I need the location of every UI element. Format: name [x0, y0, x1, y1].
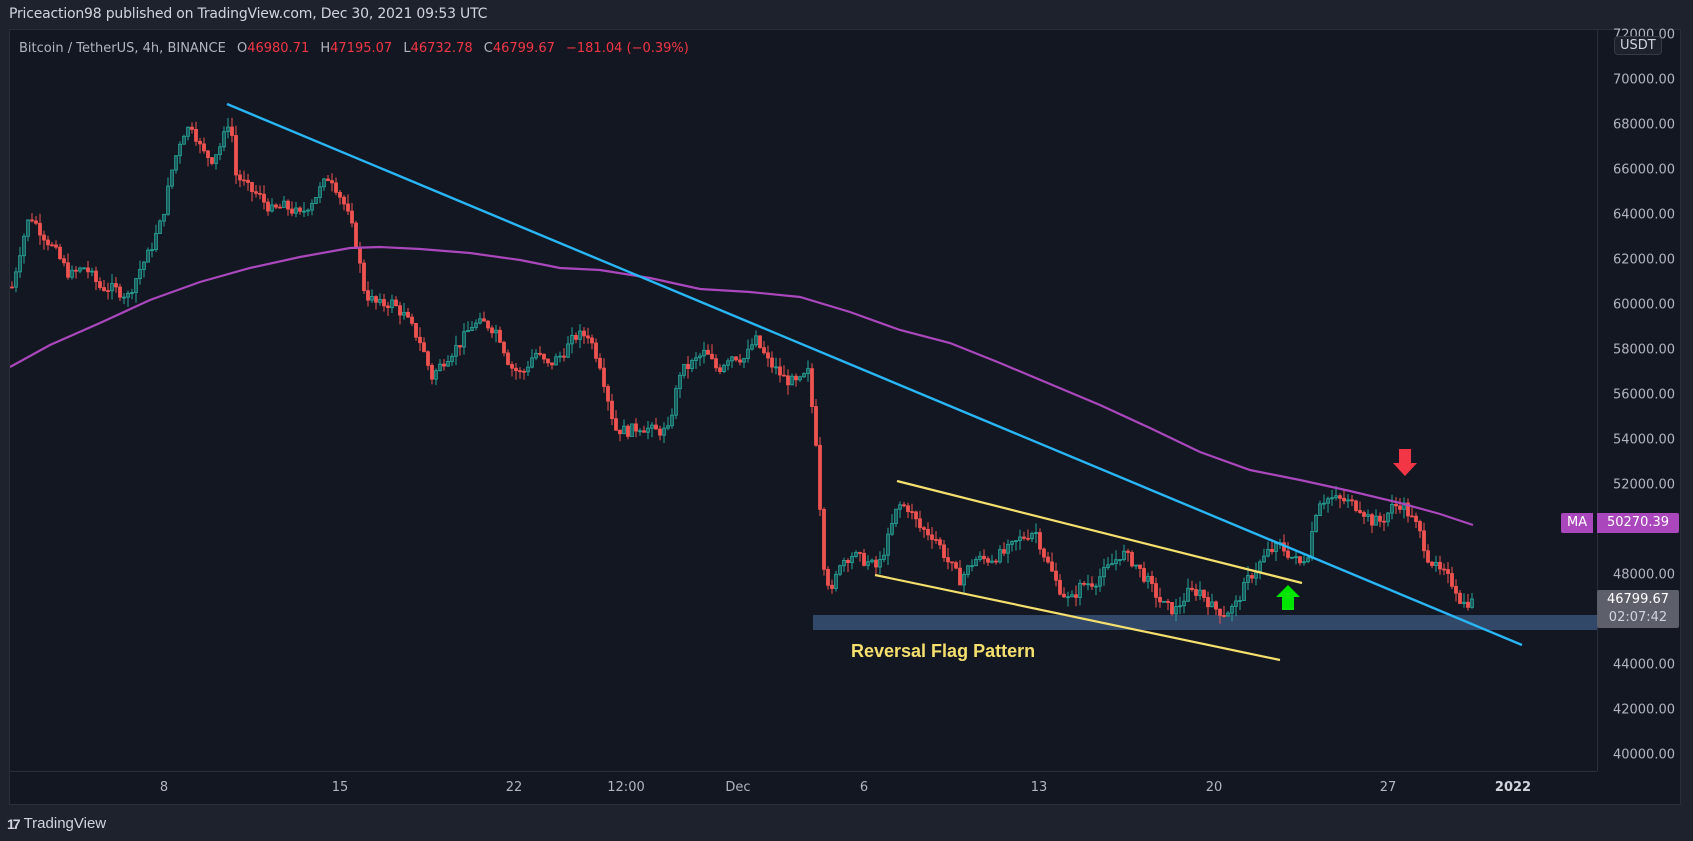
publisher-line: Priceaction98 published on TradingView.c… — [9, 6, 488, 22]
tradingview-brand[interactable]: 17 TradingView — [7, 815, 106, 832]
low-label: L — [403, 41, 411, 56]
chart-pane[interactable] — [9, 29, 1681, 805]
descending-trendline[interactable] — [226, 102, 1523, 647]
flag-pattern-label: Reversal Flag Pattern — [851, 641, 1036, 661]
support-zone — [813, 615, 1597, 630]
open-label: O — [236, 41, 248, 56]
price-tick: 62000.00 — [1612, 252, 1675, 268]
time-tick: 13 — [1030, 780, 1048, 795]
time-tick: 22 — [505, 780, 523, 795]
time-tick: 6 — [859, 780, 869, 795]
low-value: 46732.78 — [410, 41, 473, 56]
time-axis[interactable]: 8 15 22 12:00 Dec 6 13 20 27 2022 — [9, 771, 1597, 806]
ma-label: MA — [1561, 513, 1594, 533]
price-tick: 42000.00 — [1612, 702, 1675, 718]
close-label: C — [483, 41, 493, 56]
price-tick: 48000.00 — [1612, 567, 1675, 583]
arrow-up-icon — [1276, 585, 1300, 610]
brand-name: TradingView — [23, 815, 107, 832]
change-value: −181.04 (−0.39%) — [566, 41, 689, 56]
high-value: 47195.07 — [330, 41, 393, 56]
time-tick: Dec — [725, 780, 751, 795]
open-value: 46980.71 — [247, 41, 310, 56]
price-tick: 58000.00 — [1612, 342, 1675, 358]
ma-value-tag: 50270.39 — [1597, 513, 1679, 533]
arrow-down-icon — [1393, 449, 1417, 476]
price-tick: 68000.00 — [1612, 117, 1675, 133]
price-axis[interactable]: 72000.00 70000.00 68000.00 66000.00 64000.00… — [1597, 28, 1682, 771]
price-tick: 60000.00 — [1612, 297, 1675, 313]
time-tick: 8 — [159, 780, 169, 795]
price-tick: 70000.00 — [1612, 72, 1675, 88]
last-price-tag: 46799.67 02:07:42 — [1597, 590, 1679, 628]
price-tick: 56000.00 — [1612, 387, 1675, 403]
candlestick-series — [10, 117, 1474, 624]
time-tick: 27 — [1379, 780, 1397, 795]
price-tick: 64000.00 — [1612, 207, 1675, 223]
price-tick: 52000.00 — [1612, 477, 1675, 493]
price-tick: 40000.00 — [1612, 747, 1675, 763]
last-price: 46799.67 — [1606, 592, 1670, 607]
time-tick: 12:00 — [607, 780, 645, 795]
currency-button[interactable]: USDT — [1614, 36, 1662, 55]
price-tick: 54000.00 — [1612, 432, 1675, 448]
flag-upper-line[interactable] — [896, 479, 1303, 585]
price-tick: 44000.00 — [1612, 657, 1675, 673]
time-tick: 20 — [1205, 780, 1223, 795]
symbol-name: Bitcoin / TetherUS, 4h, BINANCE — [19, 41, 226, 56]
time-tick: 2022 — [1494, 780, 1532, 795]
tradingview-logo-icon: 17 — [7, 815, 21, 832]
close-value: 46799.67 — [492, 41, 555, 56]
moving-average-line — [10, 245, 1474, 527]
time-tick: 15 — [331, 780, 349, 795]
flag-lower-line[interactable] — [874, 573, 1281, 662]
symbol-legend: Bitcoin / TetherUS, 4h, BINANCE O46980.7… — [19, 41, 689, 56]
high-label: H — [320, 41, 331, 56]
price-tick: 66000.00 — [1612, 162, 1675, 178]
bar-countdown: 02:07:42 — [1608, 610, 1668, 625]
